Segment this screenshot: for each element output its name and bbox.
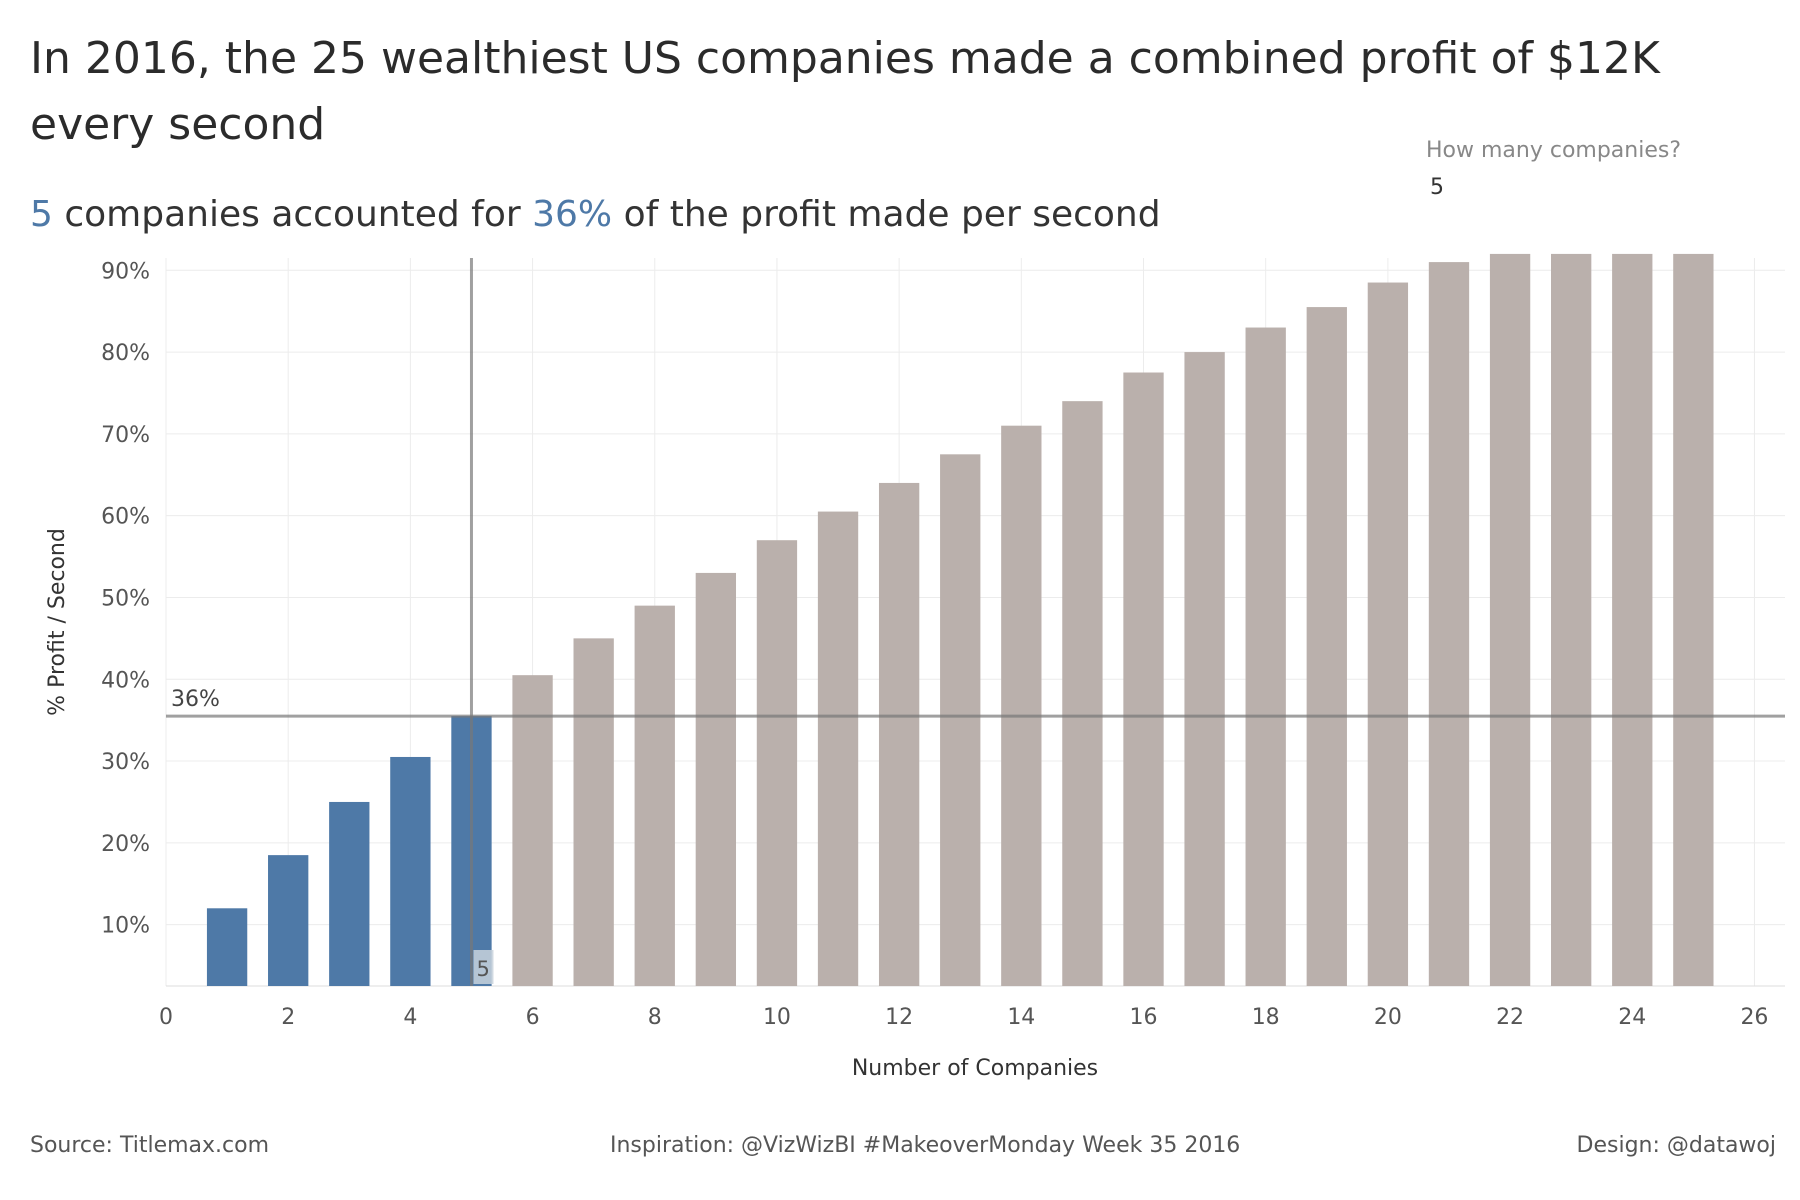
bar-chart: 36%510%20%30%40%50%60%70%80%90%0 2 4 6 8 10 12… [45, 253, 1785, 1081]
bar [1673, 253, 1714, 987]
bar [1306, 307, 1347, 987]
bar [878, 482, 920, 986]
bar [1062, 401, 1103, 986]
chart-title: In 2016, the 25 wealthiest US companies … [30, 33, 1660, 150]
y-tick-label: 80% [101, 341, 150, 366]
x-tick-label: 24 [1618, 1005, 1646, 1030]
x-tick-label: 6 [526, 1005, 540, 1030]
y-tick-label: 70% [101, 423, 150, 448]
y-tick-label: 20% [101, 832, 150, 857]
x-tick-label: 8 [648, 1005, 662, 1030]
y-axis-title: % Profit / Second [45, 528, 70, 716]
x-tick-label: 12 [885, 1005, 913, 1030]
bar [1123, 372, 1164, 986]
bar [756, 540, 798, 986]
selected-count-label-bg [473, 950, 494, 984]
bar [695, 572, 737, 986]
reference-label: 36% [171, 687, 220, 712]
bar [817, 511, 859, 986]
bar [1367, 282, 1409, 987]
bar [268, 855, 309, 986]
subtitle-text-2: of the profit made per second [612, 194, 1161, 235]
x-tick-label: 4 [403, 1005, 417, 1030]
x-axis-title: Number of Companies [852, 1056, 1098, 1081]
bar [573, 638, 614, 986]
parameter-value[interactable]: 5 [1430, 175, 1444, 200]
bar [512, 675, 553, 986]
bar [1428, 262, 1470, 987]
x-tick-label: 22 [1496, 1005, 1524, 1030]
bar [1184, 352, 1225, 987]
bar [940, 454, 981, 987]
bar [1245, 327, 1286, 986]
y-tick-label: 90% [101, 259, 150, 284]
bar [1001, 425, 1042, 986]
subtitle-text-1: companies accounted for [52, 194, 533, 235]
x-tick-label: 2 [281, 1005, 295, 1030]
selected-count-label: 5 [476, 957, 489, 981]
source-note: Source: Titlemax.com [30, 1133, 270, 1158]
bar [1489, 253, 1531, 987]
bar [206, 908, 248, 986]
parameter-label: How many companies? [1426, 138, 1682, 163]
bar [329, 801, 370, 986]
x-tick-label: 0 [159, 1005, 173, 1030]
design-credit: Design: @datawoj [1576, 1133, 1776, 1158]
x-tick-label: 26 [1740, 1005, 1768, 1030]
x-tick-label: 10 [763, 1005, 791, 1030]
company-count-parameter[interactable]: How many companies? 5 [1426, 138, 1681, 200]
y-tick-label: 40% [101, 668, 150, 693]
x-tick-label: 14 [1007, 1005, 1035, 1030]
x-tick-label: 18 [1252, 1005, 1280, 1030]
inspiration-note: Inspiration: @VizWizBI #MakeoverMonday W… [610, 1133, 1241, 1158]
y-tick-label: 30% [101, 750, 150, 775]
bar [390, 756, 431, 986]
y-tick-label: 60% [101, 505, 150, 530]
chart-subtitle: 5 companies accounted for 36% of the pro… [30, 190, 1161, 240]
y-tick-label: 10% [101, 914, 150, 939]
x-tick-label: 16 [1130, 1005, 1158, 1030]
bar [1551, 253, 1592, 987]
subtitle-count: 5 [30, 194, 53, 235]
bar [1612, 253, 1653, 987]
bar [634, 605, 675, 986]
y-tick-label: 50% [101, 586, 150, 611]
subtitle-percent: 36% [532, 194, 613, 235]
x-tick-label: 20 [1374, 1005, 1402, 1030]
